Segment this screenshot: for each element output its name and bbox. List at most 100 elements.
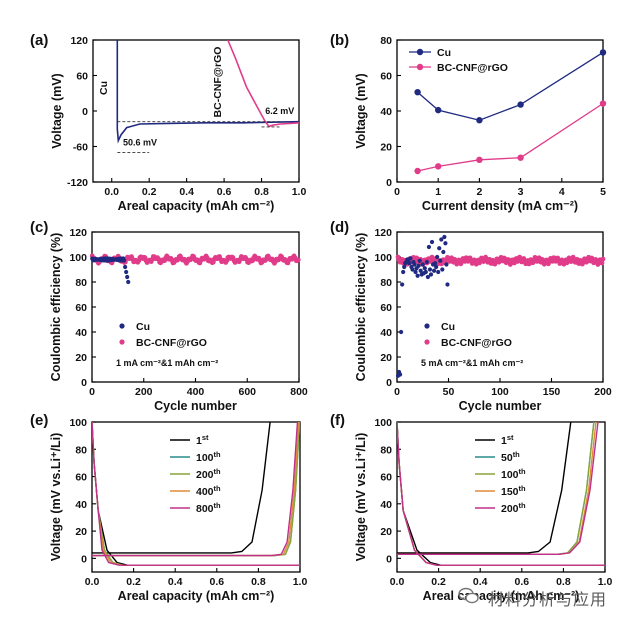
series-line-b-1 [417,102,604,172]
y-axis-label-e: Voltage (mV vs.Li⁺/Li) [49,433,63,562]
x-tick-label-f-5: 1.0 [598,576,613,588]
legend-label-f-4: 200th [501,501,526,515]
legend-label-c-0: Cu [136,321,150,333]
plot-frame-e [91,421,301,573]
x-tick-label-d-3: 150 [543,386,561,398]
y-tick-label-c-4: 80 [75,277,87,289]
x-tick-label-d-2: 100 [491,386,509,398]
point-cu-d-38 [435,254,440,260]
point-cu-d-47 [444,262,449,267]
legend-label-e-3: 400th [196,484,221,498]
point-cu-d-45 [442,234,447,240]
panel-label-b: (b) [330,32,349,49]
charge-curve-f-0 [397,422,572,554]
point-cu-d-11 [407,261,412,266]
point-cu-d-40 [437,246,442,251]
legend-label-e-1: 100th [196,450,221,464]
y-tick-label-e-1: 20 [75,526,87,538]
y-tick-label-e-2: 40 [75,499,87,511]
point-cu-d-16 [412,262,417,267]
annotation-bc: BC-CNF@rGO [212,47,224,118]
point-cu-d-39 [436,269,441,275]
point-cu-d-42 [439,237,444,242]
panel-label-f: (f) [330,412,345,429]
y-tick-label-e-5: 100 [69,417,87,429]
point-cu-d-24 [420,262,425,267]
point-cu-d-28 [424,259,429,265]
x-tick-label-f-3: 0.6 [514,576,529,588]
y-tick-label-d-2: 40 [380,327,392,339]
y-tick-label-d-3: 60 [380,302,392,314]
point-cu-d-14 [410,267,415,272]
point-cu-d-19 [415,273,420,278]
x-tick-label-b-2: 2 [476,186,482,198]
y-axis-label-a: Voltage (mV) [50,73,64,148]
y-tick-label-c-3: 60 [75,302,87,314]
point-cu-d-27 [423,269,428,275]
point-cu-c-124 [121,258,127,263]
point-cu-d-2 [397,372,403,377]
y-tick-label-e-3: 60 [75,472,87,484]
legend-label-d-0: Cu [441,321,455,333]
y-tick-label-d-4: 80 [380,277,392,289]
x-axis-label-c: Cycle number [154,399,237,413]
y-tick-label-e-0: 0 [81,553,87,565]
point-cu-d-41 [438,258,443,263]
legend-marker-d-1 [424,339,430,345]
y-tick-label-a-1: 60 [76,71,88,83]
legend-marker-b-0 [416,48,424,56]
x-tick-label-a-5: 1.0 [292,186,307,198]
legend-label-e-4: 800th [196,501,221,515]
panel-label-e: (e) [30,412,48,429]
point-cu-d-5 [401,269,406,275]
x-tick-label-a-3: 0.6 [217,186,232,198]
x-tick-label-f-0: 0.0 [390,576,405,588]
point-cu-d-36 [433,261,438,266]
y-axis-label-b: Voltage (mV) [354,73,368,148]
y-tick-label-c-6: 120 [69,227,87,239]
point-cu-drop-c-3 [126,279,131,285]
y-axis-label-c: Coulombic efficiency (%) [49,233,63,382]
x-tick-label-d-4: 200 [594,386,612,398]
legend-label-e-2: 200th [196,467,221,481]
legend-label-f-0: 1st [501,433,514,447]
charge-curve-f-1 [397,422,595,555]
point-cu-d-48 [445,282,450,287]
point-cu-d-30 [426,244,432,250]
x-axis-label-b: Current density (mA cm⁻²) [422,199,578,213]
y-tick-label-d-5: 100 [374,252,392,264]
point-cu-d-35 [431,268,437,273]
legend-label-f-2: 100th [501,467,526,481]
point-cu-d-37 [434,264,439,270]
panel-e: (e) 0.0 0.2 0.4 0.6 0.8 1.0 0 20 40 60 80 100 Areal c… [30,412,307,603]
point-cu-d-44 [441,249,446,255]
point-b-0-2 [476,117,483,124]
point-b-1-1 [435,163,442,170]
charge-curve-e-0 [92,422,271,554]
panel-b: (b) 0 1 2 3 4 5 0 20 40 60 80 Current density (mA cm… [330,32,607,213]
x-tick-label-c-3: 600 [238,386,256,398]
y-tick-label-d-6: 120 [374,227,392,239]
legend-label-f-3: 150th [501,484,526,498]
point-b-0-4 [599,49,607,56]
point-cu-d-31 [427,267,433,272]
y-tick-label-c-2: 40 [75,327,87,339]
y-tick-label-b-4: 80 [380,35,392,47]
point-cu-d-43 [440,267,445,272]
annotation-50-6mv: 50.6 mV [123,137,157,147]
y-tick-label-a-2: 0 [82,106,88,118]
series-line-a-0 [116,40,299,144]
point-cu-d-46 [443,241,448,246]
x-tick-label-a-4: 0.8 [254,186,269,198]
legend-marker-c-1 [119,339,125,345]
y-tick-label-f-5: 100 [374,417,392,429]
x-tick-label-b-0: 0 [394,186,400,198]
y-tick-label-b-2: 40 [380,106,392,118]
y-tick-label-c-5: 100 [69,252,87,264]
x-tick-label-e-5: 1.0 [293,576,308,588]
x-tick-label-d-0: 0 [394,386,400,398]
y-tick-label-c-1: 20 [75,352,87,364]
y-tick-label-d-1: 20 [380,352,392,364]
